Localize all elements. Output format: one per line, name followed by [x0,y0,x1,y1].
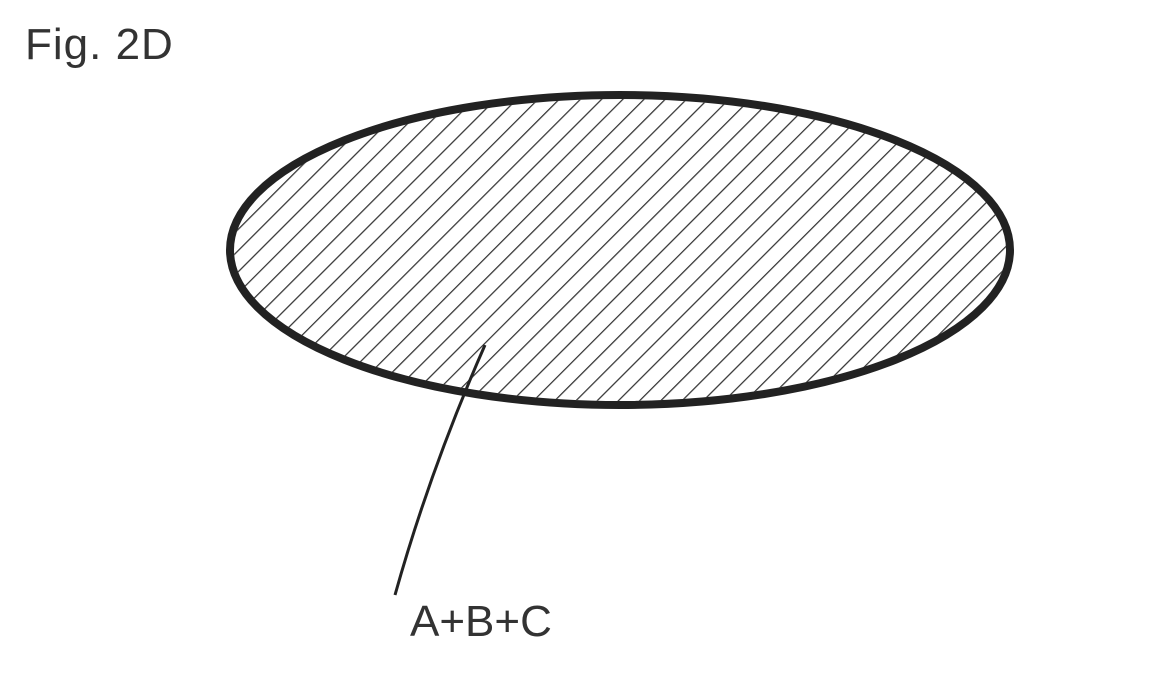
main-ellipse-fill [234,99,1006,401]
diagram-svg [0,0,1159,687]
figure-label: Fig. 2D [25,20,174,70]
annotation-label: A+B+C [410,597,552,647]
